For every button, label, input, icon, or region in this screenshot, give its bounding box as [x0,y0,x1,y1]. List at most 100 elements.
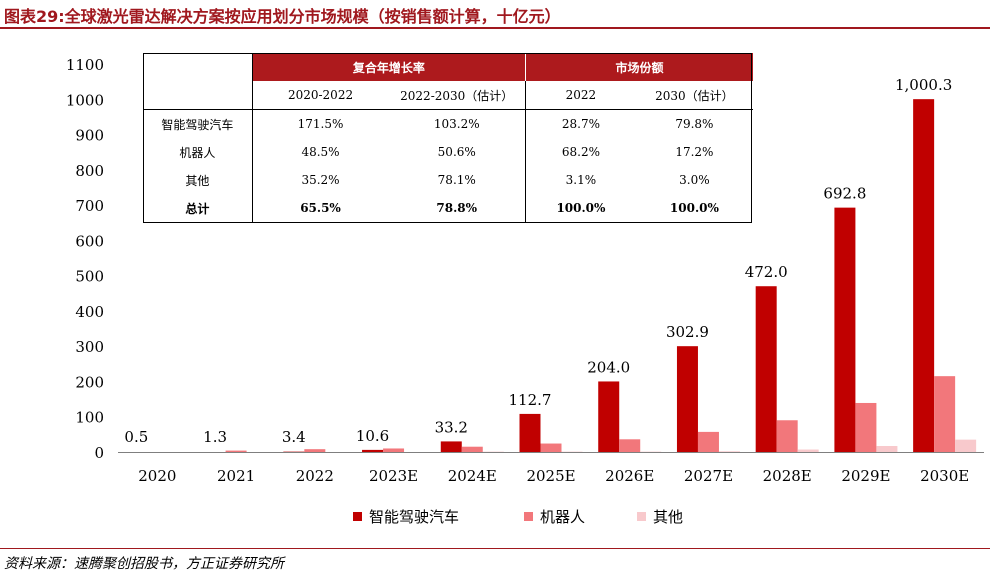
x-tick-label: 2024E [448,467,497,485]
x-tick-label: 2021 [217,467,255,485]
row-label-auto: 智能驾驶汽车 [143,109,253,138]
subheader-2030: 2030（估计） [635,81,753,110]
table-cell: 17.2% [675,145,714,159]
legend-label: 其他 [653,508,683,526]
table-cell: 79.8% [675,117,714,131]
y-tick-label: 900 [75,127,104,145]
data-label: 204.0 [587,358,630,376]
x-tick-label: 2026E [605,467,654,485]
bar [362,449,384,452]
table-corner-2 [143,81,253,110]
x-tick-label: 2022 [296,467,334,485]
y-tick-label: 100 [75,409,104,427]
data-label: 0.5 [124,428,148,446]
table-cell: 103.2% [388,109,527,138]
x-tick-label: 2028E [763,467,812,485]
x-tick-label: 2027E [684,467,733,485]
legend-swatch [637,512,646,521]
bars [225,99,977,453]
data-label: 302.9 [666,323,709,341]
x-tick-label: 2030E [920,467,969,485]
data-label: 112.7 [509,391,552,409]
y-tick-label: 200 [75,373,104,391]
legend-label: 机器人 [540,508,585,526]
y-tick-label: 0 [94,444,104,462]
bar-chart: 0 100 200 300 400 500 600 700 800 900 1000 1100 202… [66,56,984,526]
bar [440,441,462,452]
table-cell: 78.1% [388,166,527,194]
y-tick-label: 400 [75,303,104,321]
bar [225,450,247,452]
y-tick-label: 1100 [66,56,104,74]
bar [540,443,562,452]
bar [797,449,819,452]
table-cell: 78.8% [388,194,527,222]
header-cagr: 复合年增长率 [252,53,527,81]
y-tick-label: 1000 [66,91,104,109]
table-cell: 100.0% [556,201,606,215]
bar [383,448,405,452]
bar [598,381,620,452]
legend-label: 智能驾驶汽车 [369,508,459,526]
bar [676,346,698,452]
legend-swatch [353,512,362,521]
data-label: 33.2 [435,418,468,436]
x-tick-label: 2029E [841,467,890,485]
bar [718,451,740,452]
bar [955,439,977,452]
bar [913,99,935,453]
x-tick-label: 2023E [369,467,418,485]
table-cell: 171.5% [297,117,344,131]
source-note: 资料来源：速腾聚创招股书，方正证券研究所 [4,556,284,572]
table-cell: 35.2% [301,173,340,187]
data-label: 692.8 [823,185,866,203]
bar [934,376,956,452]
bar [776,420,798,452]
table-cell: 100.0% [669,201,719,215]
header-market-share: 市场份额 [525,53,753,81]
bar [855,402,877,452]
table-corner [143,53,253,81]
row-label-other: 其他 [143,166,253,194]
title-rule [0,27,990,29]
bar [697,431,719,452]
cagr-share-table: 复合年增长率 市场份额 2020-2022 2022-2030（估计） 2022… [143,53,753,222]
table-cell: 50.6% [388,138,527,166]
data-label: 3.4 [282,428,306,446]
table-cell: 65.5% [300,201,341,215]
bar [755,286,777,452]
bar [619,439,641,452]
x-axis: 2020 2021 2022 2023E 2024E 2025E 2026E 2027E 202… [118,452,984,485]
source-rule [0,548,990,549]
bar [876,446,898,452]
data-labels: 0.5 1.3 3.4 10.6 33.2 112.7 204.0 302.9 472.0 692… [124,76,952,446]
bar [304,449,326,452]
y-tick-label: 300 [75,338,104,356]
table-cell: 28.7% [561,117,600,131]
table-cell: 3.0% [679,173,710,187]
subheader-2022: 2022 [525,81,636,110]
table-cell: 3.1% [565,173,597,187]
row-label-total: 总计 [143,194,253,222]
y-tick-label: 700 [75,197,104,215]
legend-swatch [524,512,533,521]
data-label: 1.3 [203,428,227,446]
bar [461,446,483,452]
figure-title: 图表29:全球激光雷达解决方案按应用划分市场规模（按销售额计算，十亿元） [4,7,561,26]
y-tick-label: 800 [75,162,104,180]
bar [519,413,541,452]
legend: 智能驾驶汽车 机器人 其他 [353,508,683,526]
subheader-2020-2022: 2020-2022 [252,81,389,110]
data-label: 472.0 [745,263,788,281]
table-cell: 68.2% [561,145,600,159]
subheader-2022-2030: 2022-2030（估计） [388,81,527,110]
y-axis: 0 100 200 300 400 500 600 700 800 900 1000 1100 [66,56,104,462]
table-cell: 48.5% [301,145,340,159]
x-tick-label: 2025E [526,467,575,485]
x-tick-label: 2020 [138,467,176,485]
y-tick-label: 500 [75,268,104,286]
data-label: 10.6 [356,427,389,445]
bar [834,207,856,452]
data-label: 1,000.3 [895,76,952,94]
row-label-robot: 机器人 [143,138,253,166]
